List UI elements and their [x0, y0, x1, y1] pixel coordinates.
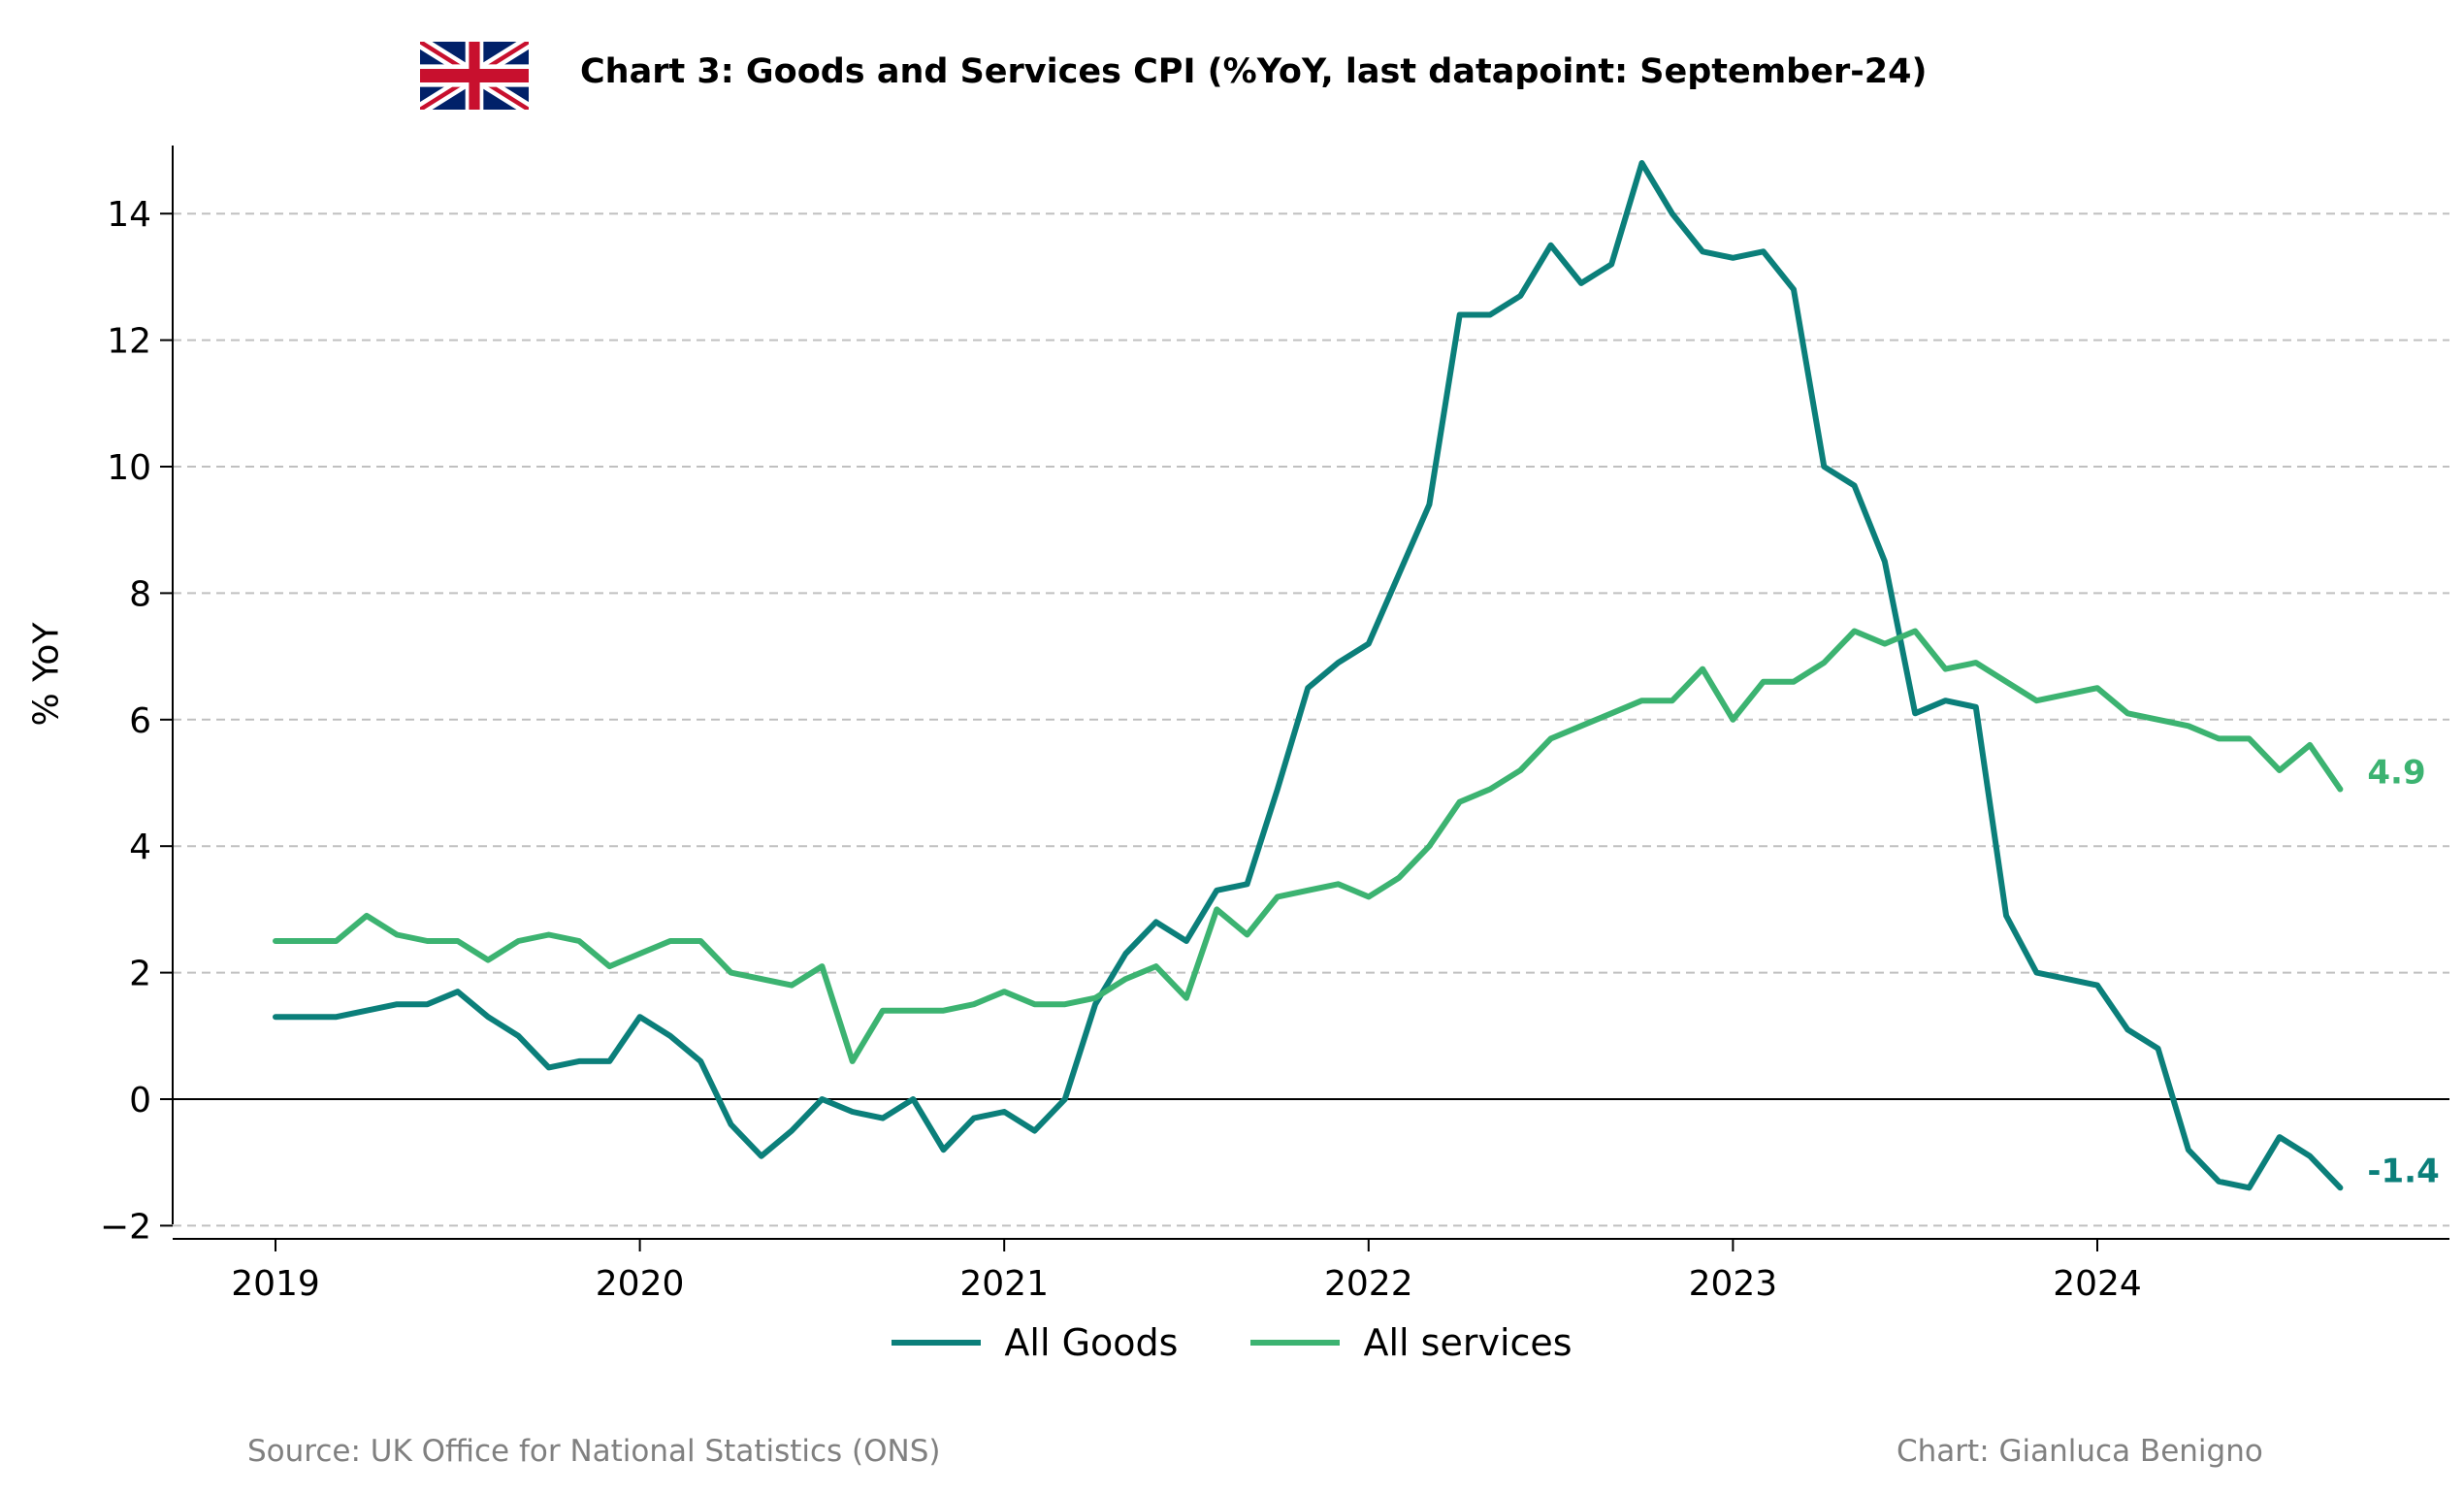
uk-flag-icon [420, 42, 529, 110]
end-value-label: 4.9 [2367, 754, 2425, 793]
y-tick-label: 6 [129, 701, 151, 741]
legend-label-goods: All Goods [1004, 1321, 1179, 1364]
series-line-all-services [273, 628, 2344, 1064]
x-tick-label: 2023 [1689, 1264, 1778, 1304]
x-tick-label: 2020 [596, 1264, 685, 1304]
y-tick-label: 0 [129, 1081, 151, 1120]
y-tick-label: 4 [129, 828, 151, 867]
legend-item-goods: All Goods [892, 1321, 1178, 1364]
x-tick-label: 2019 [231, 1264, 320, 1304]
y-tick-label: 8 [129, 574, 151, 614]
credit-note: Chart: Gianluca Benigno [1897, 1434, 2263, 1469]
x-tick-label: 2022 [1324, 1264, 1413, 1304]
x-tick-label: 2021 [959, 1264, 1049, 1304]
y-tick-label: 2 [129, 955, 151, 994]
legend-swatch-goods [892, 1340, 982, 1346]
series-line-all-goods [273, 160, 2344, 1191]
legend-item-services: All services [1250, 1321, 1572, 1364]
legend-swatch-services [1250, 1340, 1341, 1346]
source-note: Source: UK Office for National Statistic… [247, 1434, 941, 1469]
legend-label-services: All services [1363, 1321, 1572, 1364]
end-value-label: -1.4 [2367, 1152, 2439, 1190]
y-tick-label: 10 [107, 448, 151, 488]
line-chart: −2 0 2 4 6 8 10 12 14 2019 2020 2021 2022 2023 2024 -1.… [100, 146, 2449, 1304]
y-tick-label: −2 [100, 1207, 151, 1247]
x-tick-label: 2024 [2053, 1264, 2142, 1304]
y-tick-label: 14 [107, 195, 151, 235]
chart-title: Chart 3: Goods and Services CPI (%YoY, l… [580, 52, 1928, 91]
legend: All Goods All services [0, 1321, 2464, 1364]
y-tick-label: 12 [107, 322, 151, 362]
